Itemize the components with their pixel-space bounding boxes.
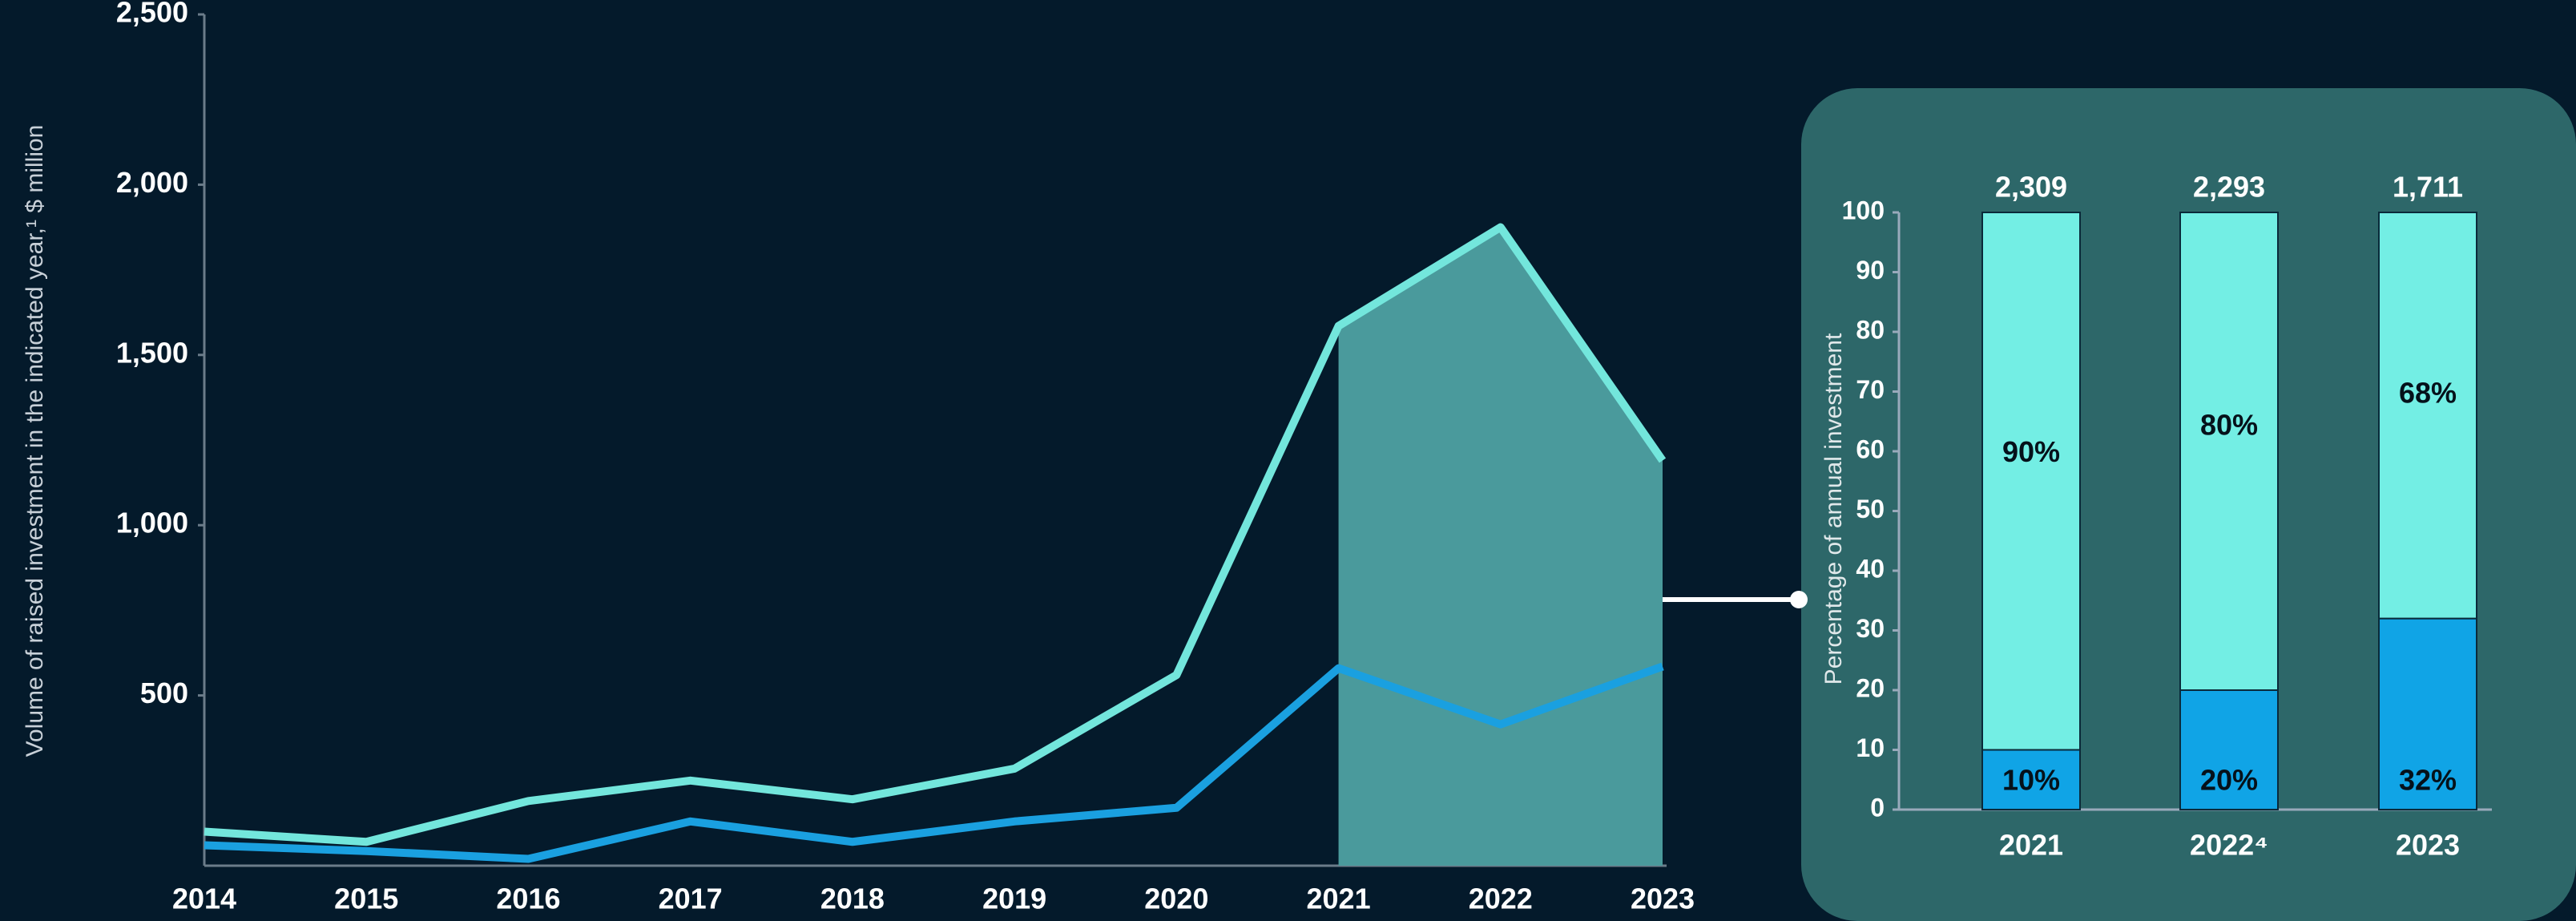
y-tick-label: 20 bbox=[1856, 673, 1885, 702]
x-tick-label: 2016 bbox=[496, 883, 560, 915]
x-tick-label: 2017 bbox=[659, 883, 723, 915]
x-tick-label: 2022⁴ bbox=[2190, 829, 2268, 862]
x-tick-label: 2014 bbox=[172, 883, 236, 915]
y-tick-label: 80 bbox=[1856, 315, 1885, 344]
x-tick-label: 2022 bbox=[1469, 883, 1533, 915]
connector-dot bbox=[1790, 591, 1808, 608]
bar-value-label: 32% bbox=[2399, 764, 2457, 797]
y-tick-label: 2,000 bbox=[116, 166, 188, 199]
x-tick-label: 2018 bbox=[820, 883, 885, 915]
y-tick-label: 70 bbox=[1856, 375, 1885, 404]
x-tick-label: 2021 bbox=[1999, 829, 2063, 862]
y-tick-label: 40 bbox=[1856, 554, 1885, 583]
y-tick-label: 50 bbox=[1856, 495, 1885, 523]
x-tick-label: 2023 bbox=[1631, 883, 1695, 915]
x-tick-label: 2023 bbox=[2396, 829, 2460, 862]
bar-segment bbox=[1981, 212, 2081, 751]
y-tick-label: 1,500 bbox=[116, 336, 188, 369]
y-tick-label: 60 bbox=[1856, 434, 1885, 463]
y-tick-label: 2,500 bbox=[116, 0, 188, 29]
bar-total-label: 2,293 bbox=[2193, 171, 2265, 204]
x-tick-label: 2015 bbox=[334, 883, 398, 915]
bar-value-label: 20% bbox=[2200, 764, 2258, 797]
y-tick-label: 30 bbox=[1856, 614, 1885, 643]
bar-segment bbox=[2179, 689, 2279, 810]
y-tick-label: 1,000 bbox=[116, 507, 188, 539]
bar-value-label: 90% bbox=[2002, 435, 2060, 468]
y-axis-label: Volume of raised investment in the indic… bbox=[22, 125, 48, 757]
line-series bbox=[204, 662, 1664, 863]
x-tick-label: 2019 bbox=[982, 883, 1046, 915]
y-tick-label: 500 bbox=[140, 677, 188, 709]
bar-value-label: 10% bbox=[2002, 764, 2060, 797]
y-tick-label: 90 bbox=[1856, 256, 1885, 285]
y-tick-label: 0 bbox=[1870, 793, 1885, 822]
x-tick-label: 2021 bbox=[1307, 883, 1371, 915]
line-series bbox=[204, 223, 1667, 846]
bar-total-label: 2,309 bbox=[1995, 171, 2067, 204]
y-tick-label: 10 bbox=[1856, 733, 1885, 762]
bar-segment bbox=[2378, 212, 2477, 620]
bar-value-label: 80% bbox=[2200, 409, 2258, 442]
y-axis-label: Percentage of annual investment bbox=[1820, 333, 1847, 685]
y-tick-label: 100 bbox=[1842, 196, 1885, 224]
highlight-area bbox=[1338, 227, 1663, 866]
bar-total-label: 1,711 bbox=[2393, 171, 2463, 204]
bar-value-label: 68% bbox=[2399, 376, 2457, 409]
bar-segment bbox=[2179, 212, 2279, 691]
x-tick-label: 2020 bbox=[1144, 883, 1208, 915]
